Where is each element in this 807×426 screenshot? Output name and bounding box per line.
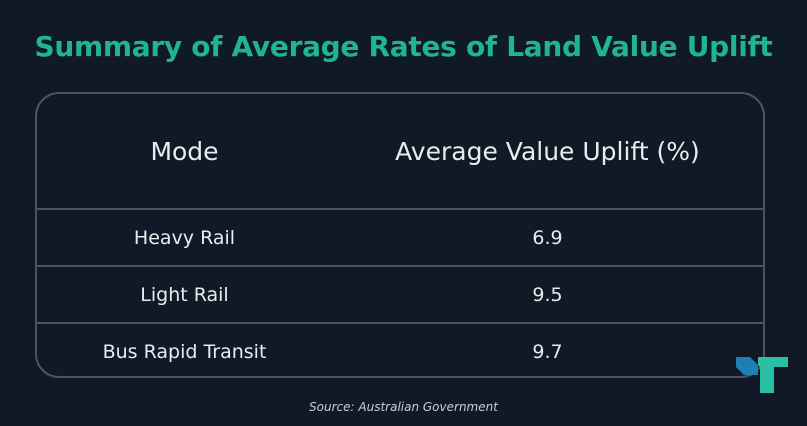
mode-cell: Light Rail (37, 266, 332, 324)
chart-title: Summary of Average Rates of Land Value U… (34, 30, 773, 63)
column-header-mode: Mode (37, 94, 332, 210)
table-row: Light Rail 9.5 (37, 266, 763, 324)
uplift-value-cell: 9.5 (332, 266, 763, 324)
column-header-uplift: Average Value Uplift (%) (332, 94, 763, 210)
table-panel: Mode Average Value Uplift (%) Heavy Rail… (35, 92, 765, 378)
data-table: Mode Average Value Uplift (%) Heavy Rail… (37, 94, 763, 376)
mode-cell: Heavy Rail (37, 209, 332, 267)
table-header-row: Mode Average Value Uplift (%) (37, 94, 763, 210)
brand-logo-icon (736, 357, 788, 393)
source-note: Source: Australian Government (309, 400, 498, 414)
table-row: Bus Rapid Transit 9.7 (37, 323, 763, 376)
uplift-value-cell: 9.7 (532, 340, 563, 363)
uplift-value-cell: 6.9 (332, 209, 763, 267)
mode-cell: Bus Rapid Transit (102, 340, 267, 363)
table-row: Heavy Rail 6.9 (37, 209, 763, 267)
